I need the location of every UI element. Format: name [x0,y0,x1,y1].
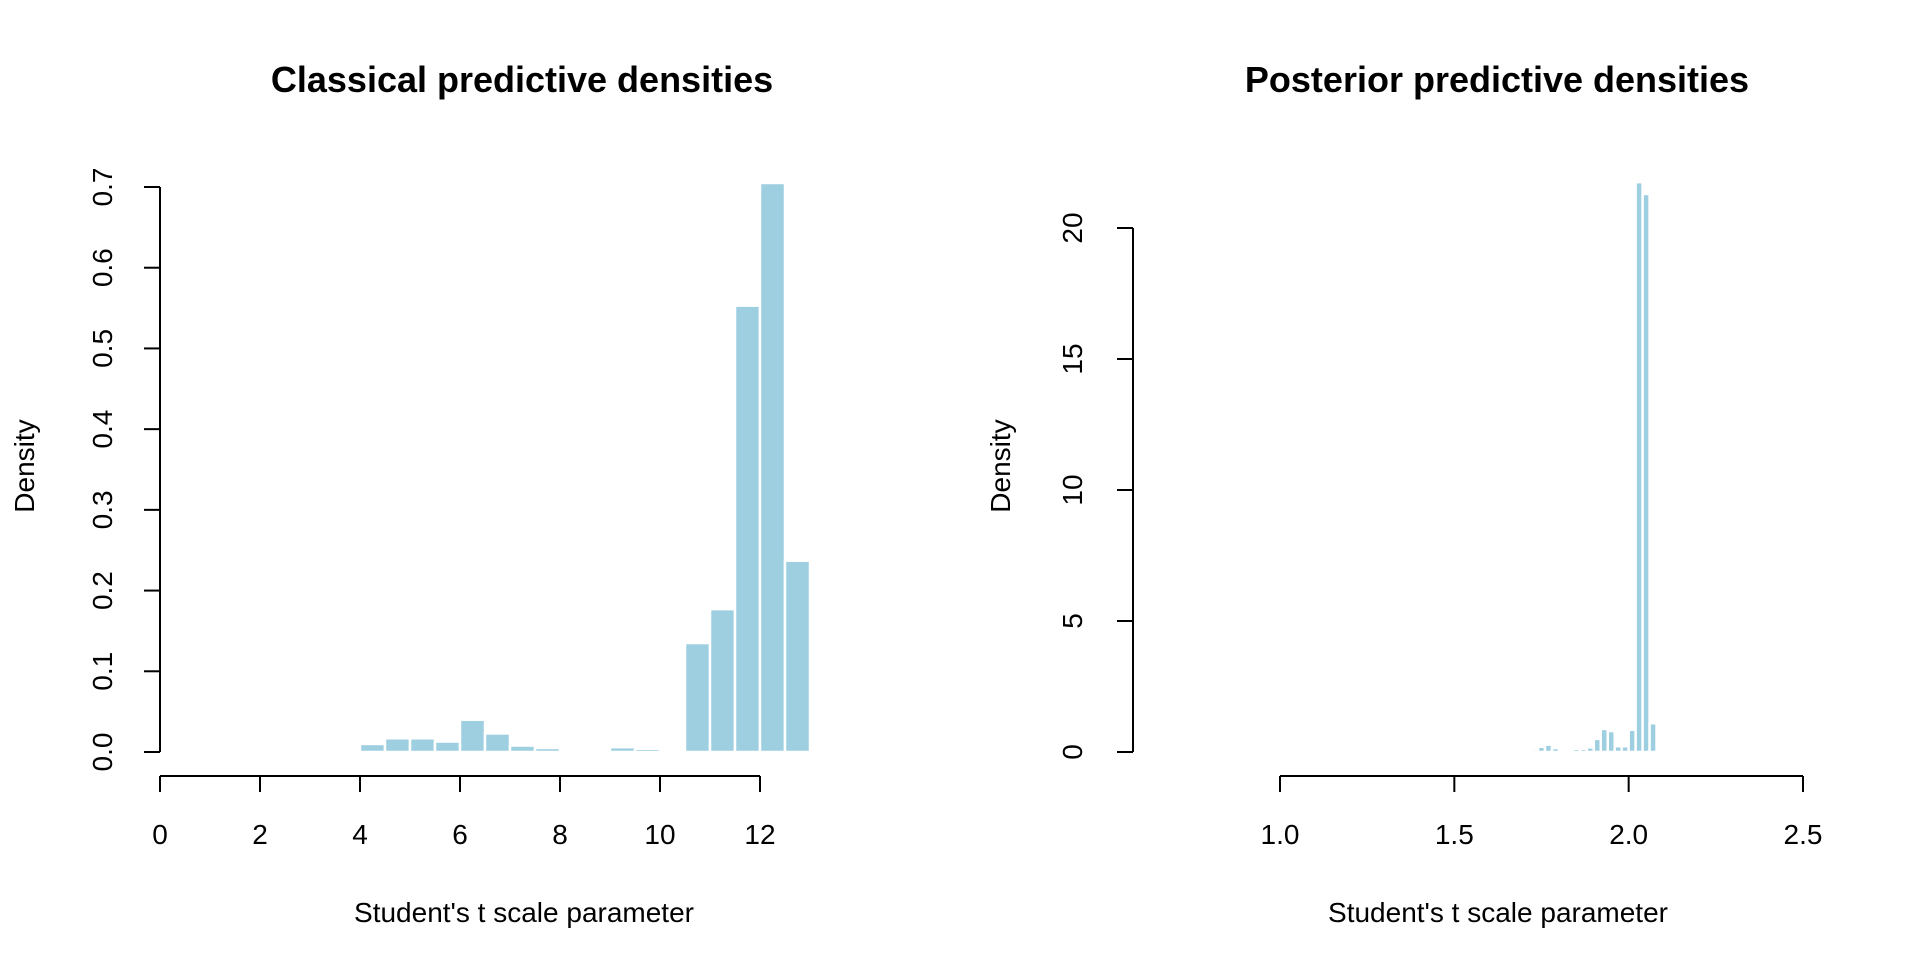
histogram-bar [733,304,762,754]
x-tick-label: 8 [552,819,568,850]
histogram-bar [533,746,562,754]
histogram-bar [558,748,587,754]
y-axis-label: Density [9,419,40,512]
x-tick-label: 2.0 [1609,819,1648,850]
histogram-bar [308,749,337,754]
histogram-bar [683,641,712,754]
histogram-bar [608,745,637,754]
y-tick-label: 15 [1057,343,1088,374]
histogram-bar [483,732,512,754]
chart-title: Classical predictive densities [271,59,773,100]
y-tick-label: 5 [1057,613,1088,629]
y-axis: 0 5 10 15 20 [1057,212,1134,760]
y-tick-label: 0.7 [87,168,118,207]
x-tick-label: 10 [644,819,675,850]
y-tick-label: 20 [1057,212,1088,243]
x-tick-label: 2 [252,819,268,850]
x-axis: 0 2 4 6 8 10 12 [152,775,776,850]
histogram-bar [708,607,737,754]
classical-density-panel: Classical predictive densities 0.0 0.1 0.2… [9,59,812,928]
y-tick-label: 0.4 [87,410,118,449]
y-tick-label: 0.3 [87,490,118,529]
x-axis-label: Student's t scale parameter [1328,897,1668,928]
histogram-bar [1648,721,1658,754]
x-tick-label: 4 [352,819,368,850]
histogram-bar [433,740,462,754]
histogram-bar [1606,729,1616,754]
histogram-bar [408,737,437,754]
histogram-bar [583,748,612,754]
histogram-bar [633,747,662,754]
histogram-bar [358,742,387,754]
x-axis-label: Student's t scale parameter [354,897,694,928]
posterior-density-panel: Posterior predictive densities 05101520 … [985,59,1822,928]
histogram-bar [758,181,787,754]
y-tick-label: 0.0 [87,733,118,772]
y-axis: 0.0 0.1 0.2 0.3 0.4 0.5 0.6 0.7 [87,168,161,772]
histogram-bar [1501,749,1512,754]
x-tick-label: 1.5 [1435,819,1474,850]
y-axis-label: Density [985,419,1016,512]
histogram-bar [458,718,487,754]
histogram-bar [658,749,687,754]
histogram-bar [1550,746,1561,754]
histogram-bar [383,737,412,754]
x-tick-label: 0 [152,819,168,850]
x-tick-label: 6 [452,819,468,850]
y-tick-label: 0.6 [87,248,118,287]
x-axis: 1.0 1.5 2.0 2.5 [1261,775,1823,850]
x-tick-label: 12 [744,819,775,850]
y-tick-label: 0.1 [87,652,118,691]
histogram-bar [783,559,812,754]
x-tick-label: 1.0 [1261,819,1300,850]
y-tick-label: 0.2 [87,571,118,610]
y-tick-label: 10 [1057,474,1088,505]
histogram-bar [333,749,362,754]
y-tick-label: 0 [1057,744,1088,760]
histogram-bar [1641,192,1651,754]
histogram-bar [508,744,537,754]
histogram-bars [1501,180,1658,754]
x-tick-label: 2.5 [1784,819,1823,850]
histogram-bars [308,181,812,754]
chart-title: Posterior predictive densities [1245,59,1749,100]
y-tick-label: 0.5 [87,329,118,368]
